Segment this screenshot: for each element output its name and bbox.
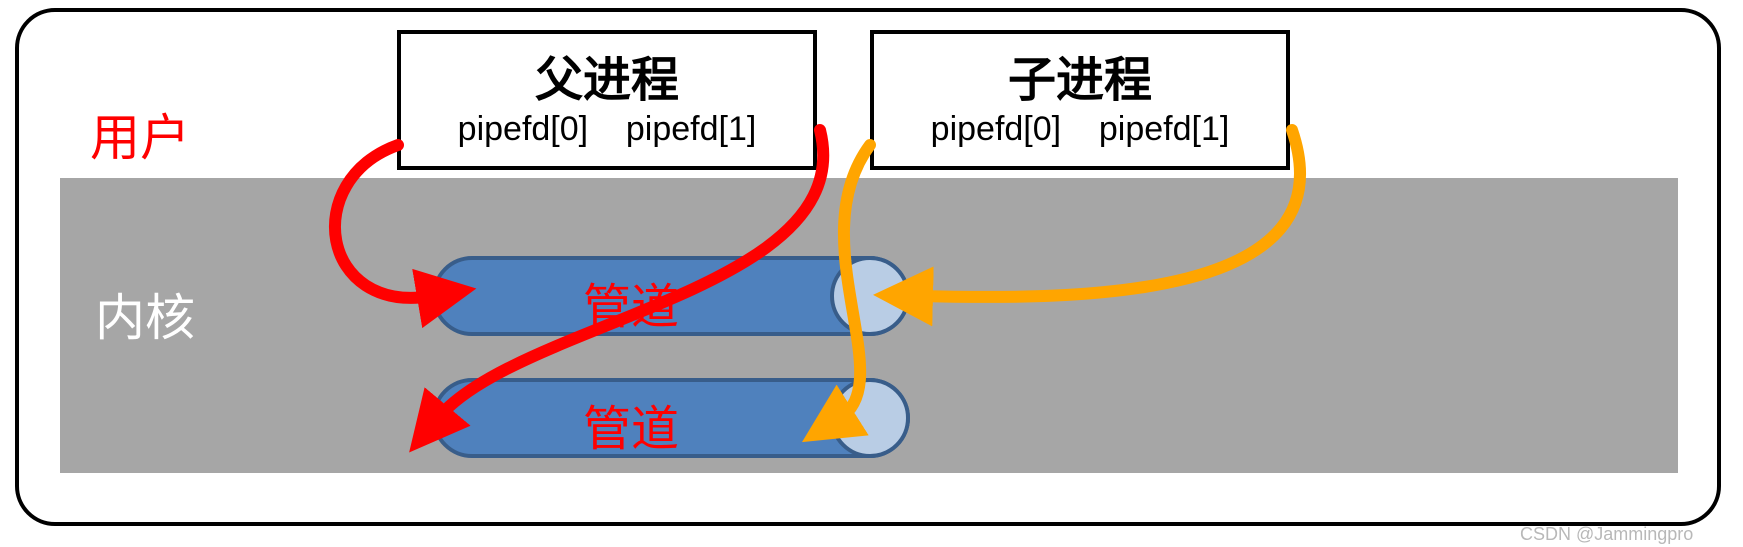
user-space-label: 用户: [90, 98, 190, 170]
child-process-box: 子进程 pipefd[0] pipefd[1]: [870, 30, 1290, 170]
pipe-bottom-label: 管道: [432, 389, 830, 459]
watermark: CSDN @Jammingpro: [1520, 524, 1693, 545]
pipe-bottom-end: [830, 378, 910, 458]
pipe-top-label: 管道: [432, 267, 830, 337]
parent-process-fds: pipefd[0] pipefd[1]: [401, 110, 813, 149]
parent-process-title: 父进程: [401, 40, 813, 110]
child-process-fds: pipefd[0] pipefd[1]: [874, 110, 1286, 149]
child-process-title: 子进程: [874, 40, 1286, 110]
pipe-bottom: 管道: [432, 378, 910, 458]
kernel-space-label: 内核: [95, 278, 195, 350]
diagram-canvas: 父进程 pipefd[0] pipefd[1] 子进程 pipefd[0] pi…: [0, 0, 1743, 547]
parent-process-box: 父进程 pipefd[0] pipefd[1]: [397, 30, 817, 170]
pipe-top: 管道: [432, 256, 910, 336]
pipe-top-end: [830, 256, 910, 336]
